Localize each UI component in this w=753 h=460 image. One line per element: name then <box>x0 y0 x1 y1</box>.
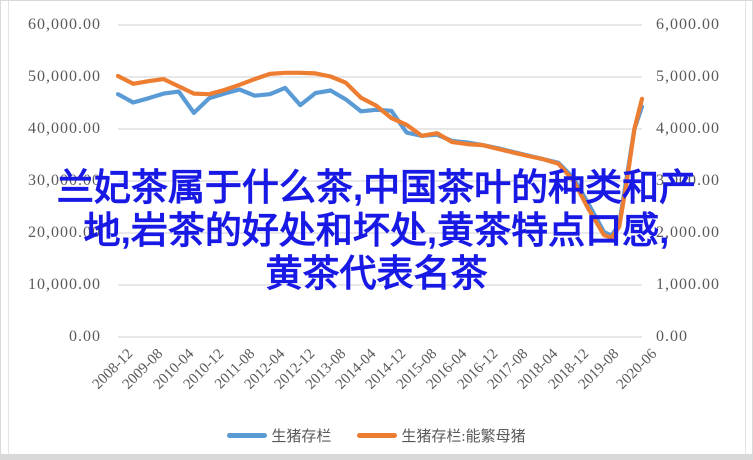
legend-label: 生猪存栏 <box>271 428 332 445</box>
bottom-border-strip <box>1 454 752 459</box>
line-chart <box>115 24 645 338</box>
overlay-title-line-1: 兰妃茶属于什么茶,中国茶叶的种类和产 <box>56 167 697 208</box>
legend-item-breeding-sows: 生猪存栏:能繁母猪 <box>357 425 526 446</box>
legend-line-swatch-orange <box>357 432 398 438</box>
y-axis-tick-label: 20,000.00 <box>28 224 101 241</box>
y-axis-tick-label: 0.00 <box>656 328 688 345</box>
y-axis-tick-label: 3,000.00 <box>656 172 720 189</box>
overlay-title: 兰妃茶属于什么茶,中国茶叶的种类和产 地,岩茶的好处和坏处,黄茶特点口感, 黄茶… <box>1 166 752 295</box>
y-axis-tick-label: 2,000.00 <box>656 224 720 241</box>
legend-label: 生猪存栏:能繁母猪 <box>401 428 526 445</box>
y-axis-tick-label: 60,000.00 <box>28 16 101 33</box>
y-axis-tick-label: 6,000.00 <box>656 16 720 33</box>
y-axis-tick-label: 40,000.00 <box>28 120 101 137</box>
legend-line-swatch-blue <box>227 432 268 438</box>
legend-item-pig-stock: 生猪存栏 <box>227 425 331 446</box>
y-axis-tick-label: 0.00 <box>69 328 101 345</box>
y-axis-tick-label: 4,000.00 <box>656 120 720 137</box>
y-axis-tick-label: 50,000.00 <box>28 68 101 85</box>
y-axis-tick-label: 30,000.00 <box>28 172 101 189</box>
overlay-title-line-2: 地,岩茶的好处和坏处,黄茶特点口感, <box>83 210 670 251</box>
chart-legend: 生猪存栏 生猪存栏:能繁母猪 <box>1 423 752 447</box>
y-axis-tick-label: 1,000.00 <box>656 276 720 293</box>
y-axis-tick-label: 5,000.00 <box>656 68 720 85</box>
overlay-title-line-3: 黄茶代表名茶 <box>265 253 488 294</box>
y-axis-tick-label: 10,000.00 <box>28 276 101 293</box>
series-line-breeding-sows <box>115 70 645 240</box>
